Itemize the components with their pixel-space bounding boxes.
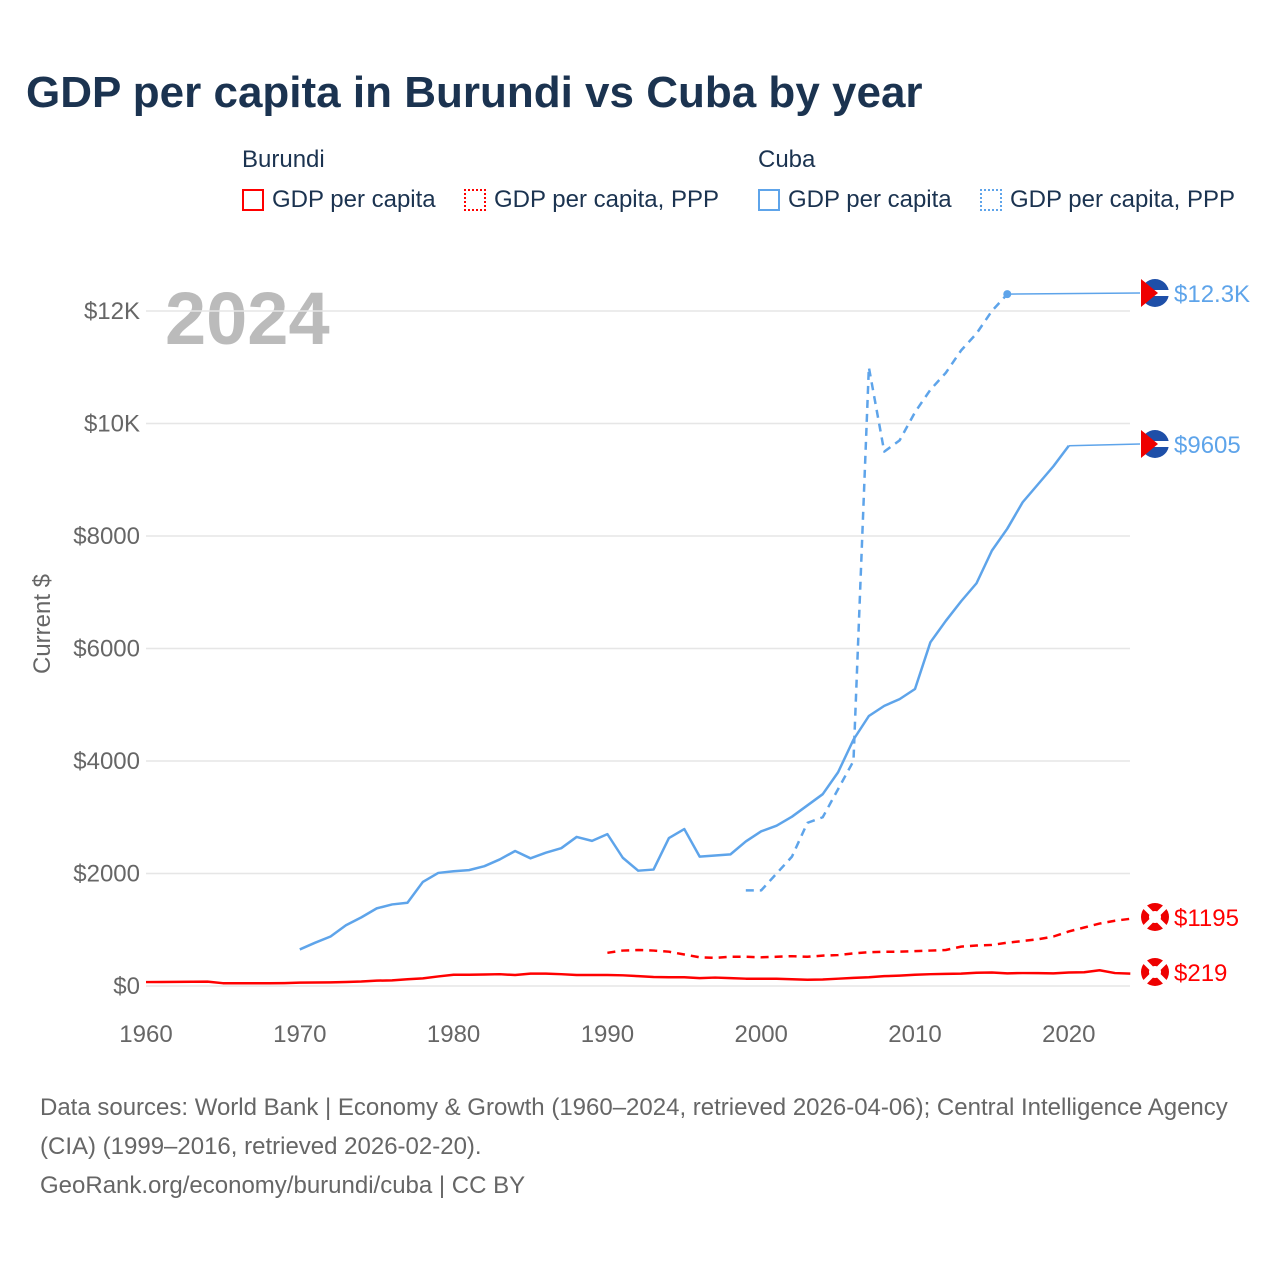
x-tick-label: 1980 xyxy=(427,1021,480,1048)
legend-label: GDP per capita xyxy=(788,186,952,213)
x-tick-label: 1970 xyxy=(273,1021,326,1048)
y-tick-label: $10K xyxy=(84,411,140,438)
series-line xyxy=(145,969,1131,985)
end-point xyxy=(1003,290,1012,299)
legend-label: GDP per capita xyxy=(272,186,436,213)
legend-cuba-gdp[interactable]: GDP per capita xyxy=(758,186,952,214)
end-value-label: $219 xyxy=(1174,960,1227,987)
source-link[interactable]: GeoRank.org/economy/burundi/cuba | CC BY xyxy=(40,1172,526,1199)
y-tick-label: $4000 xyxy=(73,748,140,775)
chart-title: GDP per capita in Burundi vs Cuba by yea… xyxy=(26,68,923,117)
legend-burundi-gdp[interactable]: GDP per capita xyxy=(242,186,436,214)
x-tick-label: 2010 xyxy=(888,1021,941,1048)
legend-label: GDP per capita, PPP xyxy=(494,186,719,213)
leader-line xyxy=(1068,443,1141,447)
x-tick-label: 1990 xyxy=(581,1021,634,1048)
legend-label: GDP per capita, PPP xyxy=(1010,186,1235,213)
series-line xyxy=(607,917,1131,960)
legend-burundi-ppp[interactable]: GDP per capita, PPP xyxy=(464,186,719,214)
y-tick-label: $12K xyxy=(84,298,140,325)
legend-swatch-solid xyxy=(758,189,780,211)
year-watermark: 2024 xyxy=(165,277,330,360)
source-text: Data sources: World Bank | Economy & Gro… xyxy=(40,1094,1228,1160)
y-tick-label: $2000 xyxy=(73,861,140,888)
end-value-label: $9605 xyxy=(1174,432,1241,459)
end-value-label: $1195 xyxy=(1174,905,1239,932)
flag-disc xyxy=(1149,911,1161,923)
series-line xyxy=(299,444,1070,951)
legend-swatch-solid xyxy=(242,189,264,211)
legend-group-cuba: Cuba xyxy=(758,146,816,173)
series-line xyxy=(745,293,1009,892)
x-tick-label: 1960 xyxy=(119,1021,172,1048)
legend-cuba-ppp[interactable]: GDP per capita, PPP xyxy=(980,186,1235,214)
flag-triangle xyxy=(1141,279,1158,307)
y-axis-label: Current $ xyxy=(29,574,56,674)
x-tick-label: 2020 xyxy=(1042,1021,1095,1048)
legend-swatch-dotted xyxy=(464,189,486,211)
leader-line xyxy=(1007,292,1141,295)
y-tick-label: $6000 xyxy=(73,636,140,663)
flag-disc xyxy=(1149,966,1161,978)
flag-triangle xyxy=(1141,430,1158,458)
legend-group-burundi: Burundi xyxy=(242,146,325,173)
y-tick-label: $8000 xyxy=(73,523,140,550)
end-value-label: $12.3K xyxy=(1174,281,1250,308)
legend-swatch-dotted xyxy=(980,189,1002,211)
x-tick-label: 2000 xyxy=(735,1021,788,1048)
y-tick-label: $0 xyxy=(113,973,140,1000)
sources: Data sources: World Bank | Economy & Gro… xyxy=(40,1088,1250,1205)
